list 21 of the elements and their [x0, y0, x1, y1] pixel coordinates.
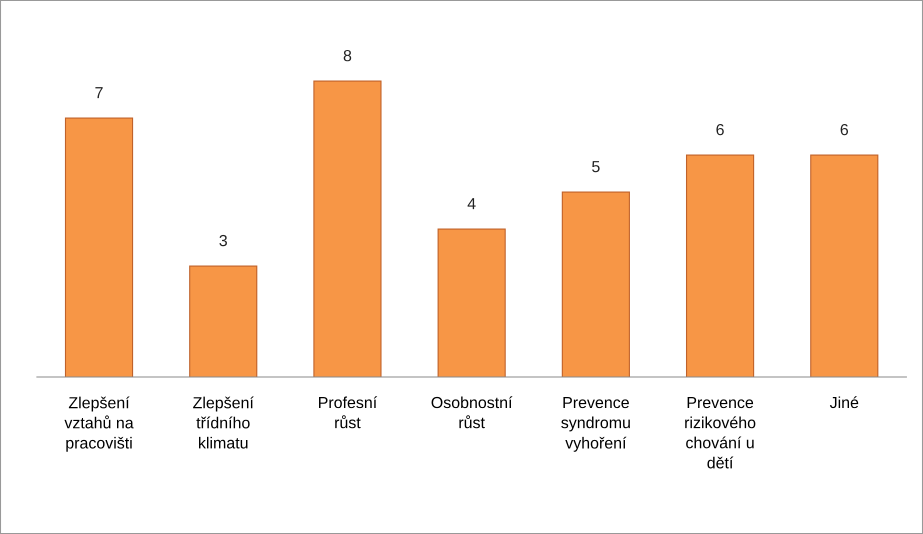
bar: [810, 154, 878, 378]
data-label: 3: [219, 234, 227, 246]
x-tick-label: Profesní růst: [319, 396, 378, 428]
data-label: 6: [716, 124, 724, 136]
bar: [189, 265, 258, 378]
bar: [64, 118, 134, 378]
x-tick-label: Prevence rizikového chování u dětí: [685, 397, 756, 468]
data-label: 8: [344, 50, 352, 62]
data-label: 7: [95, 87, 103, 98]
x-tick-label: Osobnostní růst: [432, 396, 512, 428]
bar: [438, 228, 506, 378]
bar: [562, 192, 630, 378]
bar: [313, 80, 382, 378]
data-label: 4: [468, 198, 476, 210]
x-tick-label: Zlepšení vztahů na pracovišti: [64, 396, 134, 452]
data-label: 6: [840, 124, 848, 136]
bar: [686, 154, 754, 378]
x-tick-label: Prevence syndromu vyhoření: [561, 397, 630, 452]
data-label: 5: [592, 161, 600, 172]
x-tick-label: Jiné: [830, 396, 858, 408]
x-tick-label: Zlepšení třídního klimatu: [193, 396, 254, 449]
